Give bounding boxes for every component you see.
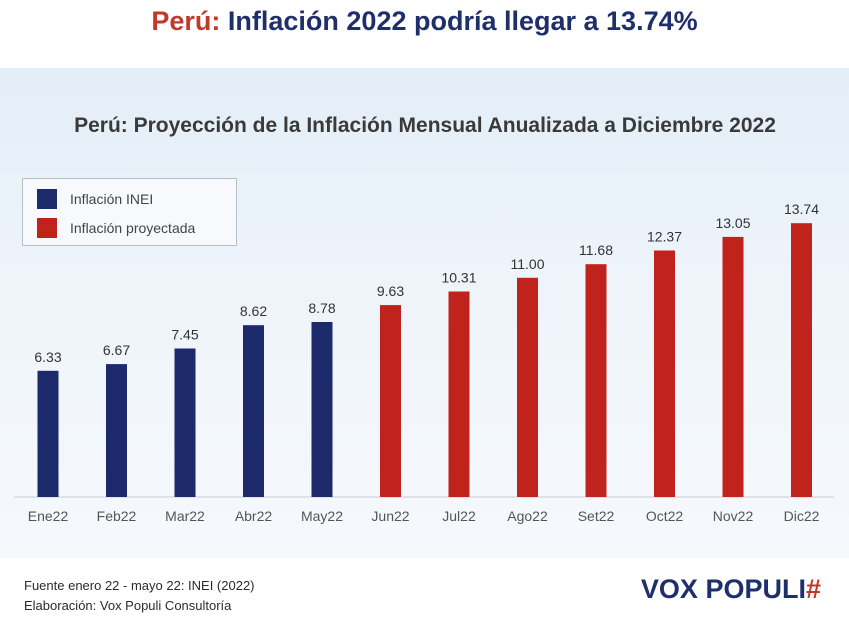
value-label-Ago22: 11.00 — [511, 256, 545, 272]
footer-source: Fuente enero 22 - mayo 22: INEI (2022) E… — [24, 576, 255, 616]
bar-Nov22 — [722, 236, 744, 497]
value-label-Jul22: 10.31 — [441, 270, 476, 286]
legend-label-inei: Inflación INEI — [70, 191, 154, 207]
brand-logo: VOX POPULI# — [641, 574, 821, 605]
x-tick-label-Jun22: Jun22 — [371, 508, 409, 524]
legend-swatch-projected — [37, 218, 57, 238]
headline-text: Inflación 2022 podría llegar a 13.74% — [227, 6, 698, 36]
x-tick-label-Feb22: Feb22 — [97, 508, 137, 524]
bar-Set22 — [585, 264, 607, 497]
headline-prefix: Perú: — [151, 6, 221, 36]
bar-Jun22 — [380, 305, 401, 497]
x-tick-label-Ene22: Ene22 — [28, 508, 69, 524]
credit-note: Elaboración: Vox Populi Consultoría — [24, 598, 232, 613]
chart-panel — [0, 68, 849, 558]
brand-name: VOX POPULI — [640, 574, 806, 604]
x-tick-label-Mar22: Mar22 — [165, 508, 205, 524]
source-note: Fuente enero 22 - mayo 22: INEI (2022) — [24, 578, 255, 593]
brand-mark: # — [805, 574, 821, 604]
value-label-May22: 8.78 — [308, 300, 335, 316]
bar-Feb22 — [106, 364, 127, 497]
x-tick-label-Ago22: Ago22 — [507, 508, 548, 524]
value-label-Jun22: 9.63 — [377, 283, 404, 299]
bar-Abr22 — [243, 325, 264, 497]
x-tick-label-Oct22: Oct22 — [646, 508, 684, 524]
bar-Mar22 — [174, 348, 196, 497]
bar-Dic22 — [791, 223, 812, 497]
value-label-Set22: 11.68 — [579, 242, 613, 258]
bar-Ago22 — [517, 277, 538, 497]
headline: Perú: Inflación 2022 podría llegar a 13.… — [0, 2, 849, 40]
value-label-Abr22: 8.62 — [240, 303, 267, 319]
legend-label-projected: Inflación proyectada — [70, 220, 196, 236]
x-tick-label-Abr22: Abr22 — [235, 508, 273, 524]
x-tick-label-Nov22: Nov22 — [713, 508, 754, 524]
x-tick-label-May22: May22 — [301, 508, 343, 524]
chart-legend: Inflación INEI Inflación proyectada — [22, 178, 237, 246]
x-tick-label-Jul22: Jul22 — [442, 508, 476, 524]
value-label-Ene22: 6.33 — [34, 349, 61, 365]
value-label-Feb22: 6.67 — [103, 342, 130, 358]
bar-Jul22 — [448, 291, 470, 497]
value-label-Dic22: 13.74 — [784, 201, 819, 217]
legend-item-inei: Inflación INEI — [37, 189, 153, 209]
value-label-Oct22: 12.37 — [647, 229, 682, 245]
chart-title: Perú: Proyección de la Inflación Mensual… — [74, 114, 776, 137]
legend-swatch-inei — [37, 189, 57, 209]
x-tick-label-Dic22: Dic22 — [784, 508, 820, 524]
bar-Oct22 — [654, 250, 675, 497]
value-label-Nov22: 13.05 — [715, 215, 750, 231]
bar-Ene22 — [37, 370, 59, 497]
legend-item-projected: Inflación proyectada — [37, 218, 195, 238]
bar-May22 — [311, 322, 333, 497]
x-tick-label-Set22: Set22 — [578, 508, 615, 524]
value-label-Mar22: 7.45 — [171, 327, 198, 343]
